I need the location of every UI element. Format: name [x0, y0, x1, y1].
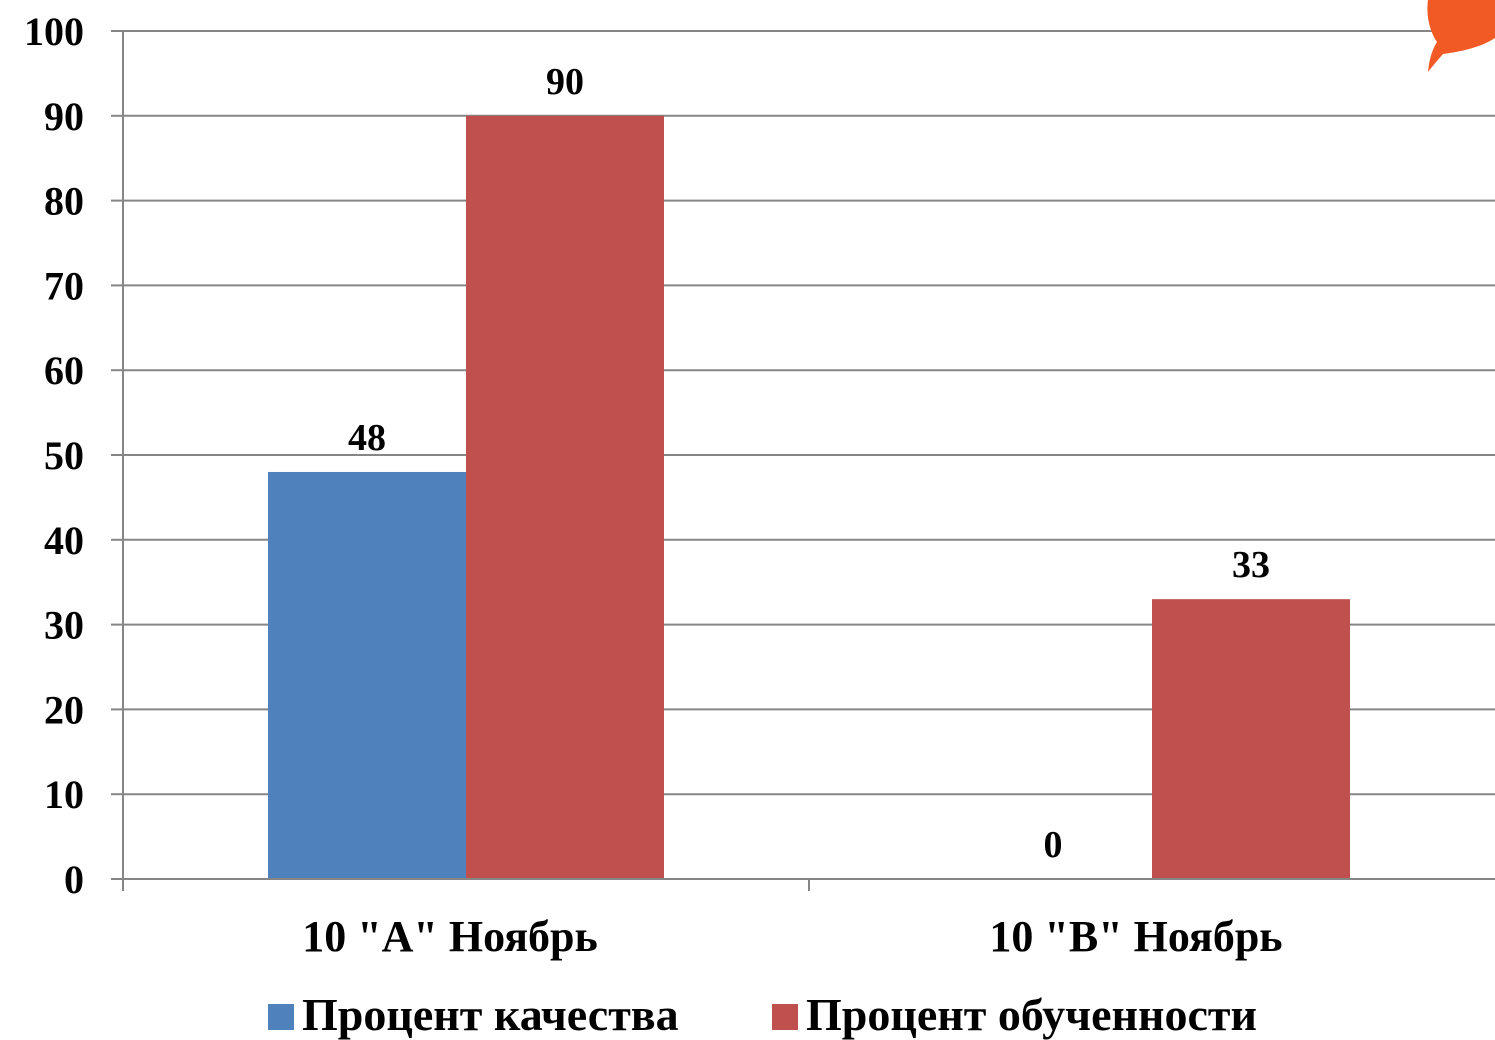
bars [268, 115, 1350, 880]
y-tick-label: 90 [44, 94, 84, 139]
data-labels: 48 0 90 33 [348, 61, 1270, 866]
corner-decoration-shape [1427, 0, 1495, 72]
y-tick-label: 0 [64, 857, 84, 902]
y-tick-label: 30 [44, 603, 84, 648]
y-tick-label: 100 [24, 9, 84, 54]
bar-learning-1 [466, 115, 664, 880]
legend-label: Процент качества [302, 989, 679, 1040]
bar-quality-1 [268, 471, 466, 879]
x-category-label: 10 "В" Ноябрь [989, 912, 1282, 961]
y-tick-label: 70 [44, 263, 84, 308]
bar-learning-2 [1152, 599, 1350, 879]
data-label: 0 [1044, 824, 1063, 866]
data-label: 48 [348, 417, 386, 459]
y-tick-label: 20 [44, 687, 84, 732]
data-label: 90 [546, 61, 584, 103]
y-tick-label: 80 [44, 179, 84, 224]
legend-swatch [772, 1004, 798, 1030]
y-tick-label: 50 [44, 433, 84, 478]
y-tick-label: 60 [44, 348, 84, 393]
y-tick-label: 10 [44, 772, 84, 817]
legend: Процент качества Процент обученности [268, 989, 1257, 1040]
data-label: 33 [1232, 544, 1270, 586]
y-axis-tick-labels: 0 10 20 30 40 50 60 70 80 90 100 [24, 9, 84, 902]
x-category-label: 10 "А" Ноябрь [302, 912, 598, 961]
y-tick-label: 40 [44, 518, 84, 563]
axes [111, 30, 1495, 891]
x-axis-category-labels: 10 "А" Ноябрь 10 "В" Ноябрь [302, 912, 1282, 961]
legend-label: Процент обученности [806, 989, 1257, 1040]
legend-swatch [268, 1004, 294, 1030]
